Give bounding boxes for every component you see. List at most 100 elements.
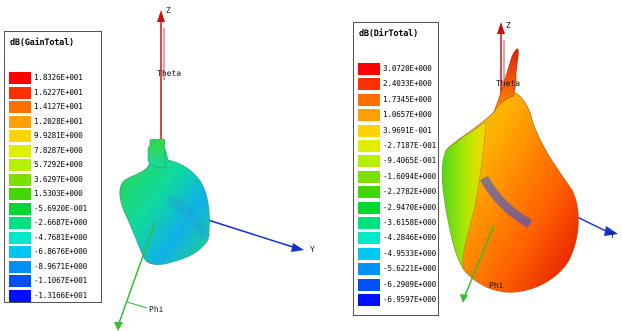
z-axis-label: Z bbox=[506, 21, 511, 30]
legend-entry: -4.2846E+000 bbox=[358, 232, 448, 245]
legend-entry: -2.2782E+000 bbox=[358, 186, 448, 199]
legend-entry: 5.7292E+000 bbox=[9, 159, 99, 171]
legend-value-label: 1.5303E+000 bbox=[34, 189, 83, 198]
legend-value-label: 1.6227E+001 bbox=[34, 87, 83, 97]
legend-color-swatch bbox=[358, 294, 380, 306]
legend-color-swatch bbox=[9, 159, 31, 171]
phi-axis-label: Phi bbox=[149, 305, 164, 314]
legend-value-label: -5.6920E-001 bbox=[34, 203, 88, 213]
legend-entry: -1.6094E+000 bbox=[358, 170, 448, 183]
legend-value-label: -2.6687E+000 bbox=[34, 218, 88, 227]
legend-entry: -4.7681E+000 bbox=[9, 231, 99, 244]
legend-value-label: 5.7292E+000 bbox=[34, 160, 83, 169]
legend-color-swatch bbox=[358, 63, 380, 75]
directivity-pattern-shade bbox=[480, 175, 533, 228]
legend-value-label: -2.9470E+000 bbox=[383, 202, 437, 212]
legend-color-swatch bbox=[9, 246, 31, 258]
legend-value-label: -6.2909E+000 bbox=[383, 279, 437, 289]
legend-value-label: -2.2782E+000 bbox=[383, 187, 437, 197]
legend-entry: 1.2028E+001 bbox=[9, 115, 99, 128]
z-axis-arrow bbox=[497, 22, 505, 34]
phi-axis-label: Phi bbox=[489, 281, 504, 290]
legend-entry: -2.9470E+000 bbox=[358, 201, 448, 214]
legend-color-swatch bbox=[9, 173, 31, 186]
legend-color-swatch bbox=[9, 289, 31, 302]
legend-color-swatch bbox=[358, 247, 380, 260]
legend-color-swatch bbox=[9, 86, 31, 99]
legend-color-swatch bbox=[358, 170, 380, 183]
legend-value-label: -1.1067E+001 bbox=[34, 276, 88, 285]
legend-value-label: -5.6221E+000 bbox=[383, 264, 437, 274]
directivity-3d-scene: Z Y Phi Theta bbox=[441, 21, 618, 303]
legend-color-swatch bbox=[358, 217, 380, 229]
legend-color-swatch bbox=[9, 275, 31, 287]
directivity-legend: dB(DirTotal) 3.0720E+000 2.4033E+000 1.734… bbox=[353, 22, 439, 316]
legend-value-label: -8.9671E+000 bbox=[34, 261, 88, 271]
legend-entry: 1.4127E+001 bbox=[9, 101, 99, 113]
legend-entry: 1.5303E+000 bbox=[9, 188, 99, 200]
legend-entry: 9.9281E+000 bbox=[9, 130, 99, 142]
theta-axis-label: Theta bbox=[496, 79, 520, 88]
legend-value-label: 1.8326E+001 bbox=[34, 73, 83, 82]
legend-color-swatch bbox=[9, 217, 31, 229]
legend-entry: -4.9533E+000 bbox=[358, 247, 448, 260]
gain-plot-panel: Z Y Phi Theta dB(GainTotal) 1.8326E+001 1… bbox=[4, 6, 315, 331]
legend-color-swatch bbox=[9, 260, 31, 273]
phi-axis-tick bbox=[126, 301, 148, 309]
legend-value-label: 1.4127E+001 bbox=[34, 102, 83, 111]
gain-pattern-shade bbox=[166, 195, 211, 241]
legend-color-swatch bbox=[9, 72, 31, 84]
legend-entry: -5.6221E+000 bbox=[358, 263, 448, 276]
legend-color-swatch bbox=[358, 278, 380, 291]
legend-color-swatch bbox=[9, 115, 31, 128]
legend-color-swatch bbox=[358, 124, 380, 137]
legend-value-label: 1.0657E+000 bbox=[383, 110, 432, 120]
legend-entry: 3.9691E-001 bbox=[358, 124, 448, 137]
legend-color-swatch bbox=[358, 155, 380, 168]
directivity-pattern-side bbox=[442, 121, 487, 271]
legend-entry: 7.8287E+000 bbox=[9, 144, 99, 157]
legend-entry: -9.4065E-001 bbox=[358, 155, 448, 168]
legend-color-swatch bbox=[358, 109, 380, 122]
legend-value-label: -1.6094E+000 bbox=[383, 171, 437, 181]
phi-axis-line bbox=[117, 221, 156, 327]
gain-3d-scene: Z Y Phi Theta bbox=[114, 6, 315, 331]
legend-value-label: -4.2846E+000 bbox=[383, 233, 437, 243]
gain-pattern-fold bbox=[147, 138, 167, 169]
legend-entry: -6.8676E+000 bbox=[9, 246, 99, 258]
legend-color-swatch bbox=[9, 101, 31, 113]
legend-value-label: 3.6297E+000 bbox=[34, 174, 83, 184]
legend-entry: -1.1067E+001 bbox=[9, 275, 99, 287]
legend-value-label: 1.2028E+001 bbox=[34, 116, 83, 126]
legend-color-swatch bbox=[358, 263, 380, 276]
phi-axis-line bbox=[463, 224, 495, 299]
y-axis-arrow bbox=[291, 243, 304, 252]
legend-entry: 1.0657E+000 bbox=[358, 109, 448, 122]
legend-entry: -3.6158E+000 bbox=[358, 217, 448, 229]
legend-color-swatch bbox=[358, 186, 380, 199]
legend-value-label: 9.9281E+000 bbox=[34, 131, 83, 140]
legend-color-swatch bbox=[358, 140, 380, 152]
legend-value-label: -4.9533E+000 bbox=[383, 248, 437, 258]
legend-value-label: -9.4065E-001 bbox=[383, 156, 437, 166]
z-axis-arrow bbox=[157, 10, 165, 22]
legend-entry: 2.4033E+000 bbox=[358, 78, 448, 91]
phi-axis-arrow bbox=[460, 294, 468, 303]
legend-entry: 1.7345E+000 bbox=[358, 93, 448, 106]
legend-entry: -8.9671E+000 bbox=[9, 260, 99, 273]
directivity-plot-panel: Z Y Phi Theta dB(DirTotal) 3.0720E+000 2.… bbox=[346, 0, 622, 331]
legend-color-swatch bbox=[358, 201, 380, 214]
legend-value-label: 2.4033E+000 bbox=[383, 79, 432, 89]
legend-entry: 1.6227E+001 bbox=[9, 86, 99, 99]
legend-entry: -2.6687E+000 bbox=[9, 217, 99, 229]
legend-color-swatch bbox=[358, 232, 380, 245]
legend-color-swatch bbox=[9, 144, 31, 157]
legend-color-swatch bbox=[9, 130, 31, 142]
legend-title: dB(GainTotal) bbox=[10, 38, 74, 48]
legend-color-swatch bbox=[9, 188, 31, 200]
z-axis-label: Z bbox=[166, 6, 171, 15]
theta-axis-label: Theta bbox=[157, 69, 181, 78]
legend-color-swatch bbox=[9, 202, 31, 215]
legend-color-swatch bbox=[9, 231, 31, 244]
y-axis-label: Y bbox=[310, 245, 315, 254]
